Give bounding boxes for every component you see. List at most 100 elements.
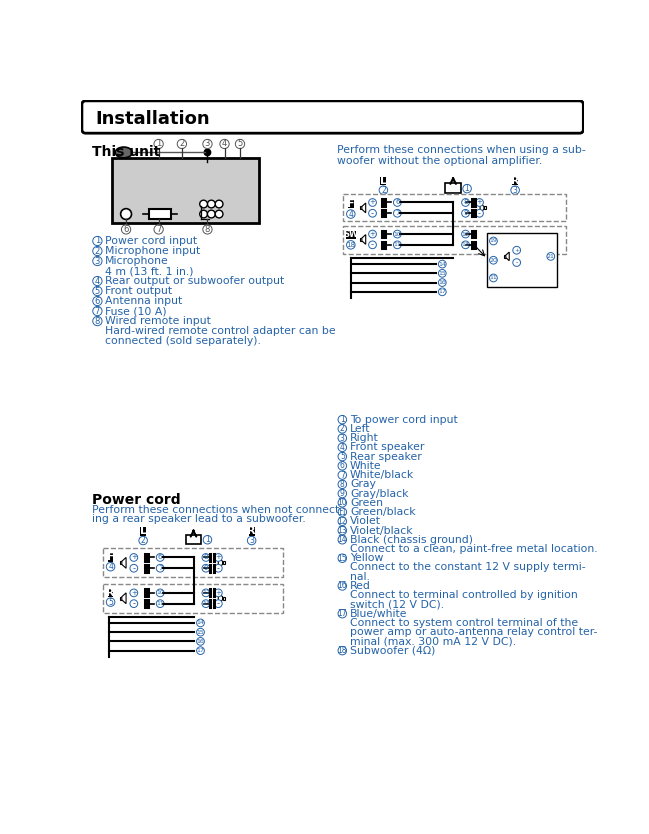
- Circle shape: [338, 415, 347, 424]
- Text: 17: 17: [197, 648, 204, 653]
- Text: Connect to the constant 12 V supply termi-: Connect to the constant 12 V supply term…: [350, 562, 585, 572]
- Circle shape: [214, 589, 222, 597]
- Text: 20: 20: [489, 258, 497, 263]
- Text: Green: Green: [350, 498, 383, 508]
- Bar: [445, 183, 461, 193]
- Bar: [487, 234, 557, 287]
- Circle shape: [393, 241, 401, 249]
- Circle shape: [208, 210, 215, 218]
- Circle shape: [130, 554, 138, 561]
- Text: 3: 3: [205, 139, 210, 148]
- Text: 6: 6: [395, 199, 400, 205]
- Bar: [223, 597, 225, 600]
- Circle shape: [463, 184, 471, 193]
- Bar: [348, 200, 354, 208]
- Text: 11: 11: [393, 243, 401, 248]
- Polygon shape: [362, 234, 365, 244]
- Circle shape: [177, 139, 186, 148]
- Text: 17: 17: [438, 289, 447, 294]
- Text: -: -: [132, 599, 136, 608]
- Text: 17: 17: [337, 609, 347, 618]
- Text: 16: 16: [439, 280, 446, 285]
- Circle shape: [214, 600, 222, 607]
- Text: Power cord: Power cord: [92, 493, 180, 507]
- Bar: [103, 584, 282, 613]
- Circle shape: [215, 210, 223, 218]
- Text: F: F: [347, 199, 354, 209]
- Text: 14: 14: [438, 262, 447, 267]
- Circle shape: [476, 209, 484, 217]
- Polygon shape: [122, 557, 126, 568]
- Circle shape: [347, 240, 355, 249]
- Text: 3: 3: [513, 186, 517, 194]
- Circle shape: [439, 279, 446, 286]
- Bar: [140, 527, 146, 535]
- Text: +: +: [514, 248, 519, 253]
- Text: +: +: [131, 555, 137, 560]
- Text: 8: 8: [204, 555, 208, 560]
- Text: 9: 9: [204, 565, 208, 571]
- Text: 8: 8: [205, 225, 210, 234]
- Text: This unit: This unit: [92, 145, 160, 158]
- Bar: [484, 207, 485, 209]
- Text: 1: 1: [340, 415, 345, 425]
- Text: R: R: [247, 526, 256, 536]
- Circle shape: [338, 425, 347, 433]
- Bar: [360, 207, 362, 209]
- Text: Violet/black: Violet/black: [350, 525, 413, 535]
- Circle shape: [202, 139, 212, 148]
- Text: Connect to a clean, paint-free metal location.: Connect to a clean, paint-free metal loc…: [350, 544, 598, 554]
- Text: Hard-wired remote control adapter can be: Hard-wired remote control adapter can be: [105, 326, 336, 336]
- Bar: [223, 561, 225, 565]
- Text: 15: 15: [197, 630, 204, 635]
- Bar: [504, 255, 506, 258]
- Text: 12: 12: [461, 232, 469, 237]
- Bar: [360, 238, 362, 241]
- Text: 21: 21: [547, 254, 555, 259]
- Circle shape: [202, 565, 210, 572]
- Circle shape: [393, 230, 401, 238]
- Circle shape: [130, 565, 138, 572]
- Text: 4: 4: [349, 209, 353, 219]
- Text: 12: 12: [202, 590, 210, 595]
- Circle shape: [203, 535, 212, 544]
- Text: 14: 14: [337, 535, 347, 545]
- Circle shape: [202, 600, 210, 607]
- Text: -: -: [371, 240, 374, 249]
- Circle shape: [338, 480, 347, 489]
- Bar: [120, 597, 122, 600]
- Circle shape: [156, 565, 164, 572]
- Text: White/black: White/black: [350, 470, 414, 480]
- Text: -: -: [217, 599, 220, 608]
- Text: Left: Left: [350, 424, 371, 434]
- Bar: [512, 177, 518, 185]
- Text: Blue/white: Blue/white: [350, 609, 408, 619]
- Circle shape: [461, 230, 469, 238]
- Text: ing a rear speaker lead to a subwoofer.: ing a rear speaker lead to a subwoofer.: [92, 515, 306, 525]
- Text: F: F: [107, 552, 114, 562]
- Text: 13: 13: [202, 601, 210, 606]
- Text: 1: 1: [156, 139, 161, 148]
- Text: R: R: [106, 588, 115, 598]
- Text: Perform these connections when not connect-: Perform these connections when not conne…: [92, 505, 343, 515]
- Bar: [120, 561, 122, 565]
- Circle shape: [130, 600, 138, 607]
- Text: 10: 10: [337, 498, 347, 507]
- Polygon shape: [362, 203, 365, 213]
- Text: R: R: [511, 176, 519, 186]
- Text: connected (sold separately).: connected (sold separately).: [105, 336, 261, 346]
- Circle shape: [197, 628, 204, 636]
- Polygon shape: [506, 252, 509, 261]
- Circle shape: [93, 316, 102, 326]
- Text: Violet: Violet: [350, 516, 381, 526]
- Text: 4: 4: [108, 562, 113, 571]
- Circle shape: [338, 471, 347, 480]
- Ellipse shape: [204, 149, 210, 155]
- Text: 7: 7: [95, 307, 100, 315]
- Text: 3: 3: [340, 434, 345, 443]
- Text: 8: 8: [463, 199, 468, 205]
- Circle shape: [513, 259, 520, 266]
- Text: 7: 7: [156, 225, 162, 234]
- Text: L: L: [380, 176, 387, 186]
- Circle shape: [369, 241, 376, 249]
